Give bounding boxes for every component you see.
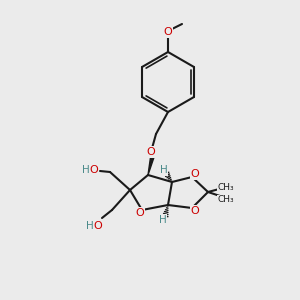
Text: H: H (82, 165, 90, 175)
Text: H: H (160, 165, 168, 175)
Text: O: O (190, 169, 200, 179)
Text: H: H (159, 215, 167, 225)
Text: H: H (86, 221, 94, 231)
Text: O: O (190, 206, 200, 216)
Text: O: O (147, 147, 155, 157)
Text: O: O (93, 221, 102, 231)
Text: O: O (164, 27, 172, 37)
Text: O: O (136, 208, 144, 218)
Text: O: O (147, 147, 155, 157)
Text: CH₃: CH₃ (218, 196, 234, 205)
Text: O: O (89, 165, 98, 175)
Text: CH₃: CH₃ (218, 182, 234, 191)
Polygon shape (148, 154, 155, 175)
